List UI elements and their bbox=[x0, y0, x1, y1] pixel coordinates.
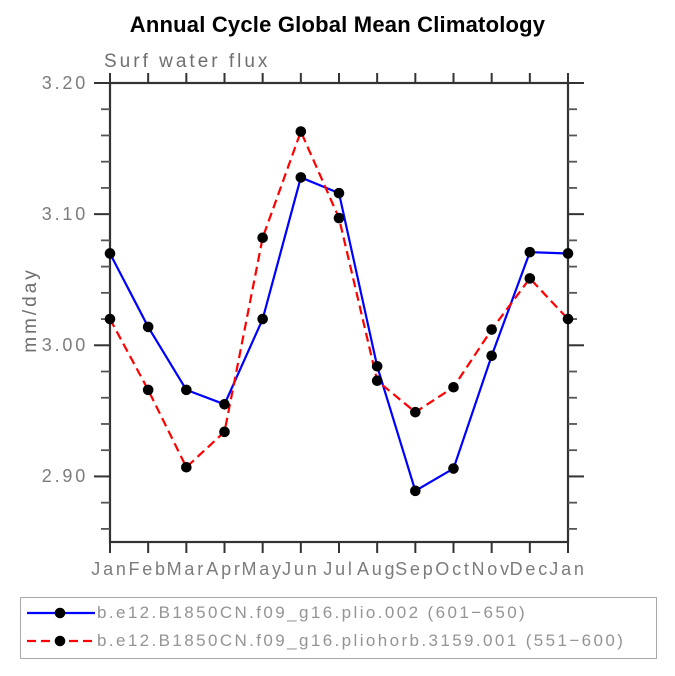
data-point-marker bbox=[410, 406, 421, 418]
data-point-marker bbox=[181, 384, 192, 396]
y-axis-ticks bbox=[94, 82, 584, 530]
legend-label: b.e12.B1850CN.f09_g16.plio.002 (601−650) bbox=[97, 603, 528, 622]
data-point-marker bbox=[524, 273, 536, 284]
data-point-marker bbox=[295, 126, 307, 137]
x-tick-label: Oct bbox=[435, 559, 471, 579]
x-axis-ticks bbox=[109, 73, 569, 553]
data-point-marker bbox=[524, 246, 536, 258]
data-point-marker bbox=[219, 426, 230, 438]
data-point-marker bbox=[181, 461, 192, 473]
data-point-marker bbox=[333, 212, 345, 224]
x-tick-label: Feb bbox=[128, 559, 167, 579]
data-point-marker bbox=[448, 463, 459, 474]
data-point-marker bbox=[333, 187, 345, 199]
legend-line-sample bbox=[27, 607, 95, 619]
legend-item: b.e12.B1850CN.f09_g16.pliohorb.3159.001 … bbox=[25, 627, 656, 655]
series-markers bbox=[104, 126, 574, 497]
series-line bbox=[109, 175, 569, 493]
series-line bbox=[109, 128, 569, 470]
y-tick-label: 3.00 bbox=[42, 335, 88, 355]
legend-box: b.e12.B1850CN.f09_g16.plio.002 (601−650)… bbox=[20, 597, 657, 659]
y-tick-label: 2.90 bbox=[42, 466, 88, 486]
x-tick-label: Mar bbox=[167, 559, 206, 579]
data-point-marker bbox=[486, 324, 497, 335]
x-tick-label: Jan bbox=[549, 559, 586, 579]
x-tick-label: Dec bbox=[510, 559, 550, 579]
data-point-marker bbox=[219, 399, 230, 410]
data-point-marker bbox=[371, 375, 383, 386]
chart-title: Annual Cycle Global Mean Climatology bbox=[129, 12, 546, 37]
legend-label: b.e12.B1850CN.f09_g16.pliohorb.3159.001 … bbox=[97, 631, 626, 650]
x-tick-label: Nov bbox=[471, 559, 511, 579]
data-point-marker bbox=[257, 313, 268, 325]
data-point-marker bbox=[142, 321, 154, 333]
plot-frame bbox=[108, 81, 570, 544]
chart-subtitle: Surf water flux bbox=[104, 51, 271, 72]
x-tick-label: Jun bbox=[282, 559, 319, 579]
x-tick-label: Jul bbox=[323, 559, 354, 579]
data-point-marker bbox=[486, 350, 497, 362]
y-tick-label: 3.20 bbox=[42, 73, 88, 93]
x-tick-label: Jan bbox=[91, 559, 128, 579]
y-tick-label: 3.10 bbox=[42, 204, 88, 224]
data-point-marker bbox=[371, 360, 383, 372]
legend-item: b.e12.B1850CN.f09_g16.plio.002 (601−650) bbox=[25, 599, 656, 627]
data-point-marker bbox=[562, 248, 574, 259]
data-point-marker bbox=[410, 485, 421, 497]
x-tick-label: Aug bbox=[357, 559, 397, 579]
data-point-marker bbox=[562, 313, 574, 325]
x-tick-label: May bbox=[241, 559, 283, 579]
data-point-marker bbox=[257, 232, 268, 244]
series-lines bbox=[109, 128, 569, 493]
x-tick-label: Apr bbox=[206, 559, 242, 579]
data-point-marker bbox=[104, 313, 116, 325]
data-point-marker bbox=[142, 384, 154, 396]
y-axis-tick-labels: 2.90 3.00 3.10 3.20 bbox=[42, 73, 88, 486]
legend-line-sample bbox=[27, 635, 95, 647]
x-tick-label: Sep bbox=[395, 559, 435, 579]
data-point-marker bbox=[104, 248, 116, 259]
data-point-marker bbox=[295, 172, 307, 183]
data-point-marker bbox=[448, 381, 459, 393]
